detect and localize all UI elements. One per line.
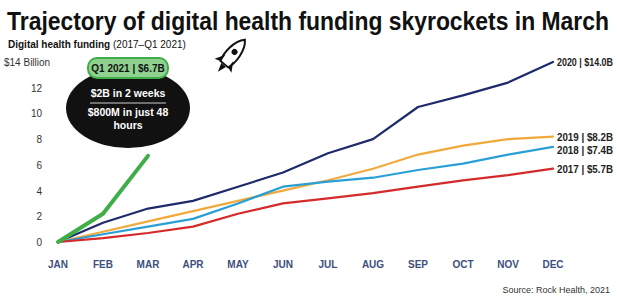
plot-area [58,62,553,242]
series-line [58,62,553,242]
callout-badge [88,58,168,78]
annotation-line: hours [113,119,142,131]
x-tick-label: NOV [497,259,519,270]
annotation: $800M in just 48hours [88,106,169,131]
rocket-flame [216,63,226,74]
legend-label: 2019 | $8.2B [557,131,613,143]
x-tick-label: OCT [452,259,473,270]
title: Trajectory of digital health funding sky… [7,7,609,35]
chart: Trajectory of digital health funding sky… [0,0,617,302]
legend-label: 2018 | $7.4B [557,144,613,156]
subtitle-range: (2017–Q1 2021) [113,39,186,50]
y-tick-label: 8 [36,134,42,145]
rocket-icon [209,33,253,79]
x-tick-label: APR [182,259,204,270]
y-tick-label: 0 [36,237,42,248]
rocket-body [219,35,250,68]
callout-divider [90,103,166,104]
legend-label: 2017 | $5.7B [557,163,613,175]
x-tick-label: MAY [227,259,249,270]
annotation-line: $2B in 2 weeks [91,87,166,99]
x-tick-label: SEP [408,259,428,270]
x-tick-label: JUN [273,259,293,270]
callout-title: Q1 2021 | $6.7B [91,63,164,74]
y-tick-label: 10 [31,108,43,119]
annotation-line: $800M in just 48 [88,106,169,118]
subtitle-main: Digital health funding [8,39,113,50]
y-tick-label: 4 [36,186,42,197]
x-tick-label: JUL [319,259,338,270]
subtitle: Digital health funding (2017–Q1 2021) [8,39,186,50]
source: Source: Rock Health, 2021 [502,285,610,295]
series-line [58,137,553,242]
y-tick-label: $14 Billion [4,57,50,68]
callout-ellipse [66,68,190,148]
annotation: $2B in 2 weeks [91,87,166,99]
x-tick-label: DEC [542,259,563,270]
x-tick-label: JAN [48,259,68,270]
series-line [58,169,553,242]
x-tick-label: FEB [93,259,113,270]
rocket-fin [227,61,238,73]
x-tick-label: MAR [137,259,161,270]
legend-label: 2020 | $14.0B [557,56,613,68]
x-tick-label: AUG [362,259,384,270]
series-line [58,147,553,242]
y-tick-label: 6 [36,160,42,171]
y-tick-label: 2 [36,211,42,222]
rocket-window [230,48,238,56]
rocket-fin [215,51,226,63]
series-line [58,156,148,242]
y-tick-label: 12 [31,83,43,94]
